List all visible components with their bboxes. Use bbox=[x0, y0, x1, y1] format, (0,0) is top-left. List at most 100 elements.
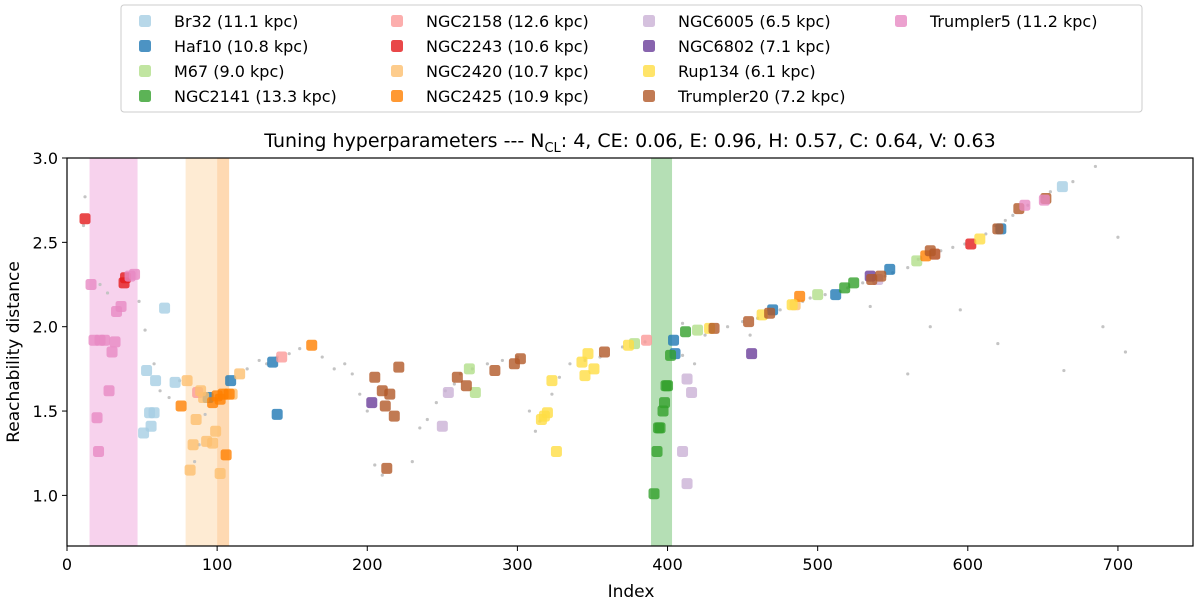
data-point bbox=[708, 322, 720, 334]
data-point bbox=[463, 363, 475, 375]
data-point bbox=[680, 326, 692, 338]
legend-item: NGC6005 (6.5 kpc) bbox=[643, 12, 831, 31]
data-point bbox=[812, 289, 824, 301]
data-point bbox=[786, 299, 798, 311]
legend-item: Br32 (11.1 kpc) bbox=[139, 12, 298, 31]
data-point bbox=[271, 408, 283, 420]
data-point bbox=[489, 365, 501, 377]
legend-item: Rup134 (6.1 kpc) bbox=[643, 62, 816, 81]
data-point bbox=[648, 488, 660, 500]
background-point bbox=[137, 299, 141, 303]
data-point bbox=[875, 270, 887, 282]
x-tick-label: 600 bbox=[953, 555, 984, 574]
legend-item: NGC2425 (10.9 kpc) bbox=[391, 87, 589, 106]
title-prefix: Tuning hyperparameters --- N bbox=[263, 130, 544, 152]
background-point bbox=[1011, 213, 1015, 217]
background-point bbox=[287, 352, 291, 356]
data-point bbox=[579, 370, 591, 382]
data-point bbox=[668, 334, 680, 346]
background-point bbox=[568, 362, 572, 366]
legend-marker bbox=[643, 65, 655, 77]
data-point bbox=[442, 386, 454, 398]
background-point bbox=[358, 392, 362, 396]
background-point bbox=[193, 460, 197, 464]
data-point bbox=[159, 302, 171, 314]
data-point bbox=[588, 363, 600, 375]
background-point bbox=[410, 460, 414, 464]
data-point bbox=[379, 400, 391, 412]
data-point bbox=[641, 334, 653, 346]
data-point bbox=[541, 407, 553, 419]
background-point bbox=[373, 463, 377, 467]
data-point bbox=[839, 282, 851, 294]
data-point bbox=[974, 233, 986, 245]
legend-label: NGC6005 (6.5 kpc) bbox=[678, 12, 831, 31]
data-point bbox=[681, 373, 693, 385]
data-point bbox=[148, 407, 160, 419]
data-point bbox=[451, 371, 463, 383]
legend-label: NGC2158 (12.6 kpc) bbox=[426, 12, 589, 31]
data-point bbox=[225, 375, 237, 387]
legend-marker bbox=[391, 90, 403, 102]
data-point bbox=[207, 437, 219, 449]
background-point bbox=[906, 266, 910, 270]
y-tick-label: 2.5 bbox=[33, 233, 58, 252]
background-point bbox=[167, 395, 171, 400]
data-point bbox=[746, 348, 758, 360]
legend-marker bbox=[643, 15, 655, 27]
background-point bbox=[81, 223, 86, 228]
background-point bbox=[1071, 180, 1075, 184]
background-point bbox=[298, 347, 302, 351]
data-point bbox=[546, 375, 558, 387]
data-point bbox=[169, 376, 181, 388]
data-point bbox=[743, 316, 755, 328]
legend-marker bbox=[139, 40, 151, 52]
background-point bbox=[1123, 350, 1128, 354]
background-point bbox=[703, 333, 707, 337]
chart-title: Tuning hyperparameters --- NCL: 4, CE: 0… bbox=[263, 130, 995, 156]
legend-label: Rup134 (6.1 kpc) bbox=[678, 62, 816, 81]
background-point bbox=[203, 412, 207, 417]
y-tick-label: 3.0 bbox=[33, 149, 58, 168]
y-tick-label: 2.0 bbox=[33, 318, 58, 337]
data-point bbox=[141, 365, 153, 377]
data-point bbox=[866, 273, 878, 285]
y-tick-label: 1.0 bbox=[33, 486, 58, 505]
data-point bbox=[106, 346, 118, 358]
legend-label: Trumpler5 (11.2 kpc) bbox=[929, 12, 1097, 31]
background-point bbox=[1101, 325, 1105, 329]
legend-label: NGC2243 (10.6 kpc) bbox=[426, 37, 589, 56]
background-point bbox=[105, 291, 110, 295]
data-point bbox=[582, 348, 594, 360]
data-point bbox=[306, 339, 318, 351]
data-point bbox=[1056, 181, 1068, 193]
legend-label: NGC6802 (7.1 kpc) bbox=[678, 37, 831, 56]
data-point bbox=[79, 213, 91, 225]
data-point bbox=[657, 405, 669, 417]
data-point bbox=[234, 368, 246, 380]
background-point bbox=[1116, 235, 1120, 239]
series-1 bbox=[202, 223, 1007, 420]
background-point bbox=[245, 367, 249, 371]
data-point bbox=[692, 324, 704, 336]
title-suffix: : 4, CE: 0.06, E: 0.96, H: 0.57, C: 0.64… bbox=[561, 130, 996, 152]
axes-frame bbox=[66, 157, 1194, 547]
legend-item: Trumpler5 (11.2 kpc) bbox=[895, 12, 1097, 31]
x-tick-label: 400 bbox=[652, 555, 683, 574]
highlight-band-1 bbox=[185, 158, 218, 546]
background-point bbox=[906, 372, 910, 376]
background-point bbox=[823, 293, 827, 297]
series-2 bbox=[463, 255, 923, 398]
x-tick-label: 100 bbox=[202, 555, 233, 574]
background-point bbox=[152, 362, 156, 366]
data-point bbox=[884, 263, 896, 275]
background-point bbox=[380, 473, 384, 477]
background-point bbox=[958, 308, 962, 312]
background-point bbox=[996, 341, 1000, 346]
data-point bbox=[622, 339, 634, 351]
data-point bbox=[223, 388, 235, 400]
data-point bbox=[764, 307, 776, 319]
data-point bbox=[992, 223, 1004, 235]
data-point bbox=[1019, 199, 1031, 211]
data-point bbox=[654, 422, 666, 434]
